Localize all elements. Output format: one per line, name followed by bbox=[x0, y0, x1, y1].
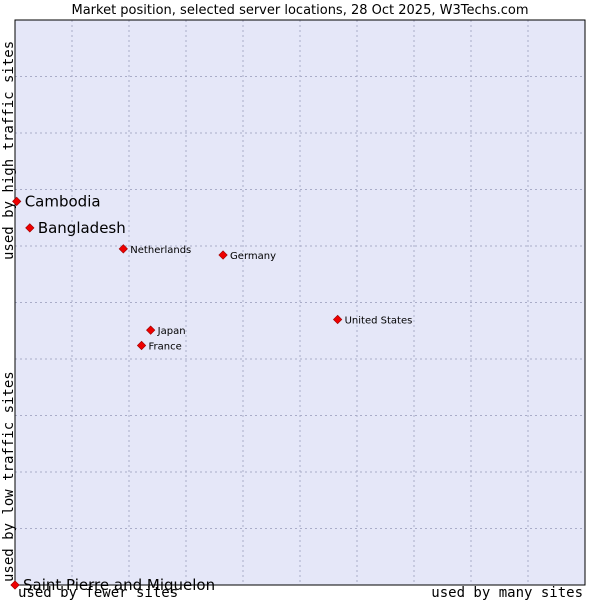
data-points: Cambodia Bangladesh Netherlands Germany Unit… bbox=[10, 192, 413, 594]
chart-title: Market position, selected server locatio… bbox=[71, 3, 528, 18]
x-axis-label-low: used by fewer sites bbox=[18, 585, 178, 600]
data-point-netherlands: Netherlands bbox=[118, 244, 191, 256]
point-label: Cambodia bbox=[25, 192, 101, 210]
point-marker bbox=[118, 244, 128, 254]
grid-lines bbox=[15, 20, 585, 585]
x-axis-label-high: used by many sites bbox=[431, 585, 583, 600]
data-point-united-states: United States bbox=[332, 314, 413, 326]
data-point-germany: Germany bbox=[218, 250, 276, 262]
data-point-bangladesh: Bangladesh bbox=[25, 219, 126, 237]
point-marker bbox=[332, 314, 343, 325]
point-label: United States bbox=[345, 315, 413, 326]
point-marker bbox=[146, 325, 156, 335]
point-marker bbox=[10, 580, 20, 590]
data-point-japan: Japan bbox=[146, 325, 186, 337]
point-label: Netherlands bbox=[130, 245, 191, 256]
point-label: Bangladesh bbox=[38, 219, 126, 237]
point-marker bbox=[25, 223, 35, 233]
point-label: Japan bbox=[157, 326, 186, 337]
y-axis-label-low: used by low traffic sites bbox=[1, 371, 17, 582]
point-label: Germany bbox=[230, 251, 276, 262]
point-marker bbox=[12, 196, 22, 206]
data-point-saint-pierre-and-miquelon: Saint Pierre and Miquelon bbox=[10, 576, 215, 594]
data-point-france: France bbox=[136, 340, 182, 352]
data-point-cambodia: Cambodia bbox=[12, 192, 101, 210]
y-axis-label-high: used by high traffic sites bbox=[1, 41, 17, 260]
point-marker bbox=[136, 340, 147, 351]
point-label: Saint Pierre and Miquelon bbox=[23, 576, 215, 594]
point-label: France bbox=[149, 341, 182, 352]
point-marker bbox=[218, 250, 228, 260]
plot-border bbox=[14, 19, 586, 586]
